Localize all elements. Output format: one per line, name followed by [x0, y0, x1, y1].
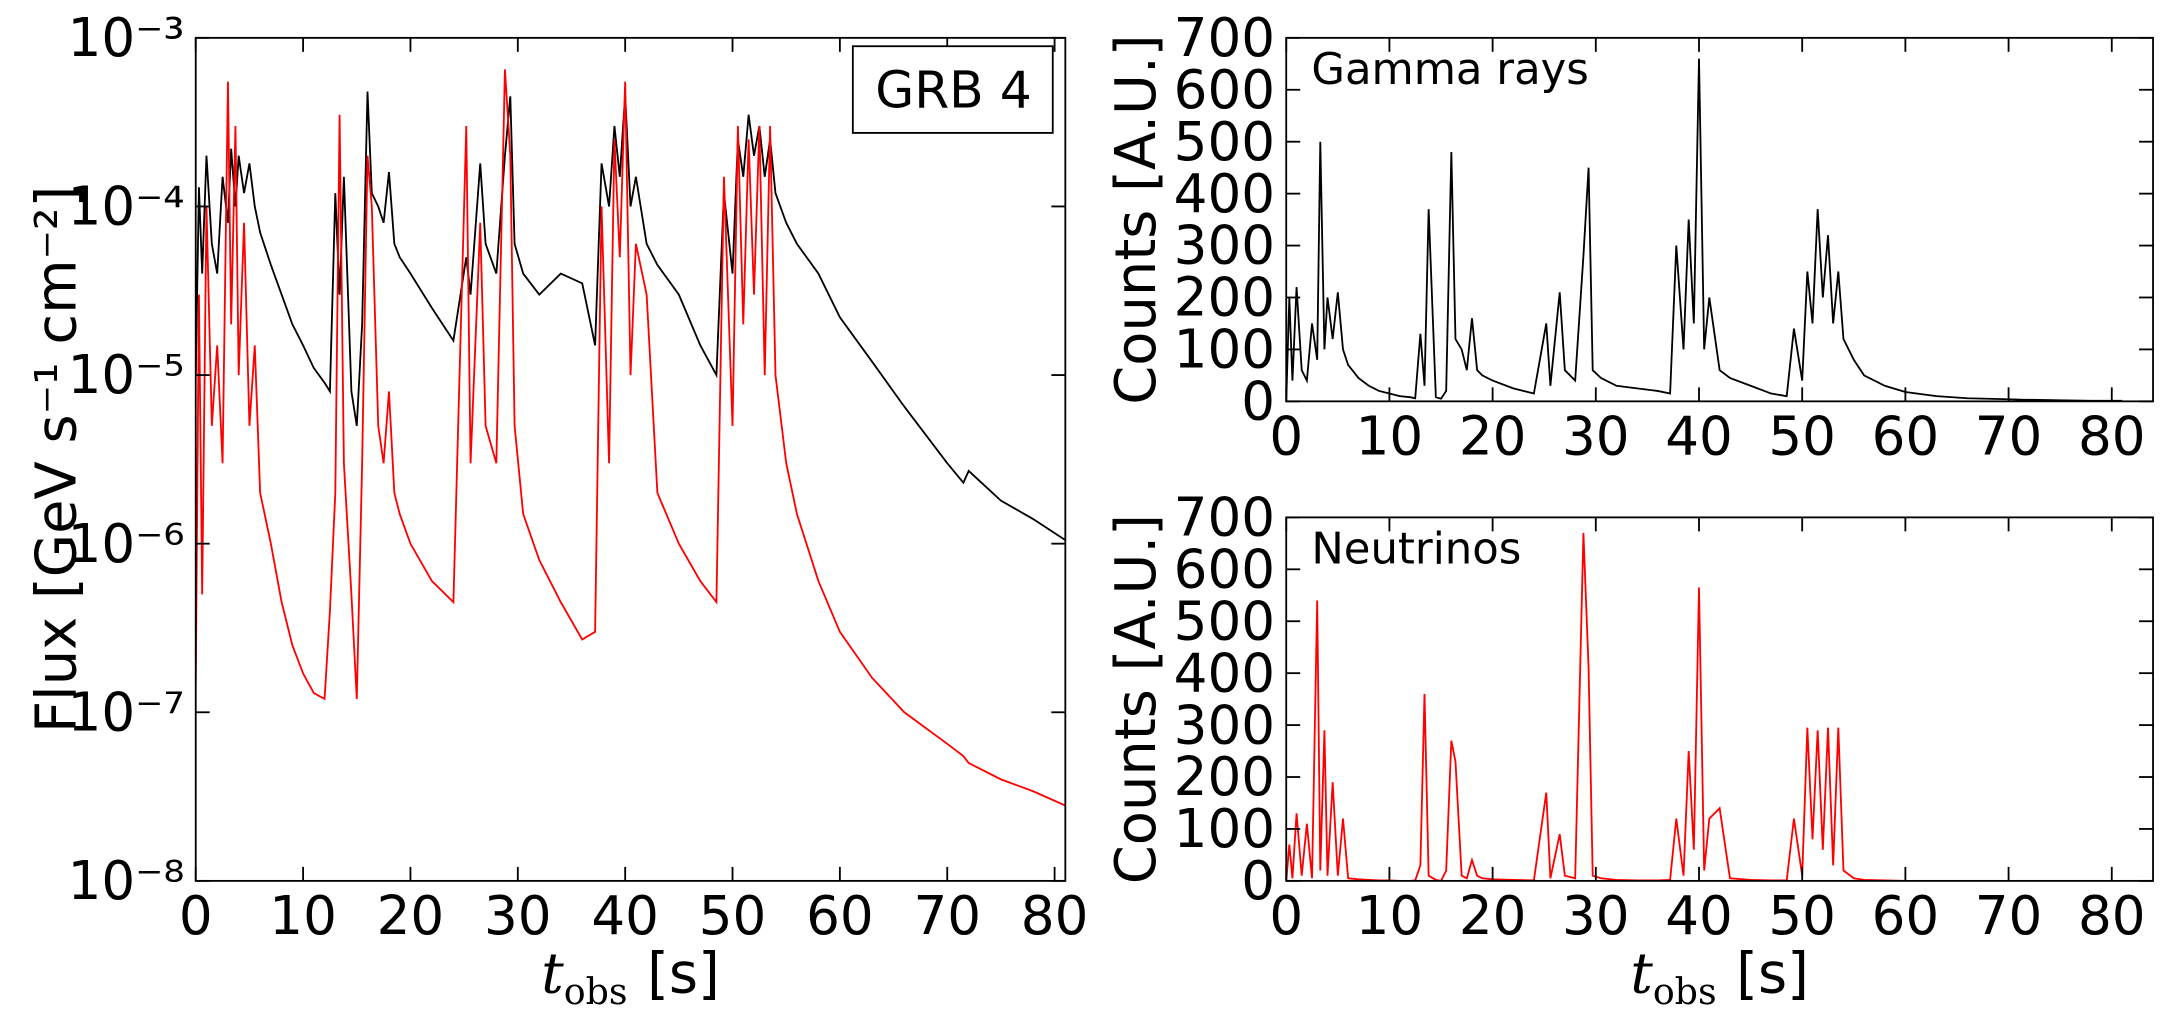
x-label-subscript: obs	[1653, 970, 1717, 1011]
x-label-unit: [s]	[647, 942, 720, 1007]
y-tick-label: 400	[1174, 642, 1275, 704]
y-tick-label: 10⁻³	[68, 7, 185, 69]
x-tick-label: 0	[1269, 405, 1303, 467]
y-axis-label: Flux [GeV s⁻¹ cm⁻²]	[24, 186, 89, 733]
x-tick-label: 20	[1459, 885, 1527, 947]
y-tick-label: 10⁻⁸	[68, 850, 185, 912]
x-tick-label: 10	[1356, 885, 1424, 947]
data-line	[1286, 58, 2123, 402]
y-tick-label: 0	[1241, 371, 1275, 433]
y-tick-label: 300	[1174, 215, 1275, 277]
y-tick-label: 200	[1174, 746, 1275, 808]
x-axis-label: tobs [s]	[541, 942, 720, 1011]
x-label-unit: [s]	[1736, 942, 1809, 1007]
y-axis-label: Counts [A.U.]	[1104, 514, 1169, 884]
y-tick-label: 100	[1174, 798, 1275, 860]
x-tick-label: 30	[1562, 885, 1630, 947]
y-tick-label: 100	[1174, 319, 1275, 381]
x-tick-label: 30	[1562, 405, 1630, 467]
x-tick-label: 40	[591, 885, 659, 947]
x-axis-label: tobs [s]	[1630, 942, 1809, 1011]
y-tick-label: 200	[1174, 267, 1275, 329]
x-tick-label: 50	[1768, 885, 1836, 947]
x-tick-label: 80	[2078, 885, 2146, 947]
x-tick-label: 60	[806, 885, 874, 947]
x-tick-label: 20	[1459, 405, 1527, 467]
axes-frame	[194, 36, 1067, 882]
data-line	[195, 69, 1066, 807]
y-tick-label: 10⁻⁴	[68, 176, 185, 238]
data-line	[195, 91, 1066, 541]
x-label-symbol: t	[541, 942, 564, 1007]
x-tick-label: 70	[1975, 885, 2043, 947]
y-tick-label: 700	[1174, 7, 1275, 69]
annotation: GRB 4	[875, 61, 1032, 120]
data-line	[1286, 532, 2123, 881]
x-tick-label: 0	[1269, 885, 1303, 947]
x-label-subscript: obs	[564, 970, 628, 1011]
x-tick-label: 40	[1665, 405, 1733, 467]
x-tick-label: 50	[1768, 405, 1836, 467]
annotation: Gamma rays	[1311, 45, 1588, 95]
x-tick-label: 10	[269, 885, 337, 947]
annotation-box	[851, 45, 1054, 134]
x-tick-label: 80	[2078, 405, 2146, 467]
axes-frame	[1285, 36, 2154, 403]
y-tick-label: 700	[1174, 487, 1275, 549]
y-tick-label: 500	[1174, 111, 1275, 173]
y-tick-label: 0	[1241, 850, 1275, 912]
x-tick-label: 60	[1872, 885, 1940, 947]
x-tick-label: 70	[1975, 405, 2043, 467]
y-tick-label: 500	[1174, 590, 1275, 652]
y-axis-label: Counts [A.U.]	[1104, 34, 1169, 404]
x-tick-label: 40	[1665, 885, 1733, 947]
y-tick-label: 600	[1174, 59, 1275, 121]
y-tick-label: 10⁻⁵	[68, 344, 185, 406]
x-tick-label: 20	[377, 885, 445, 947]
x-label-symbol: t	[1630, 942, 1653, 1007]
y-tick-label: 300	[1174, 694, 1275, 756]
x-tick-label: 50	[699, 885, 767, 947]
x-tick-label: 0	[179, 885, 213, 947]
y-tick-label: 10⁻⁶	[68, 513, 185, 575]
x-tick-label: 30	[484, 885, 552, 947]
y-tick-label: 400	[1174, 163, 1275, 225]
x-tick-label: 10	[1356, 405, 1424, 467]
y-tick-label: 10⁻⁷	[68, 681, 185, 743]
axes-frame	[1285, 516, 2154, 882]
x-tick-label: 80	[1021, 885, 1089, 947]
x-tick-label: 70	[913, 885, 981, 947]
annotation: Neutrinos	[1311, 525, 1521, 575]
y-tick-label: 600	[1174, 538, 1275, 600]
x-tick-label: 60	[1872, 405, 1940, 467]
